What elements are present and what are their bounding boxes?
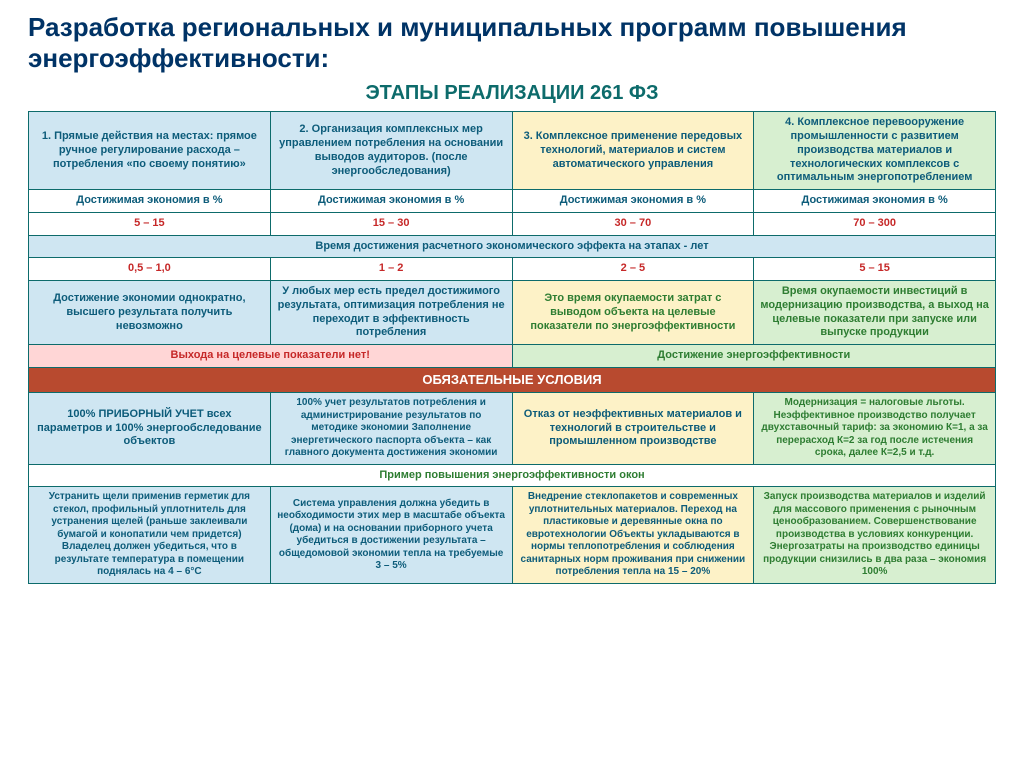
cond-4: Модернизация = налоговые льготы. Неэффек… (754, 393, 996, 465)
table-row: 5 – 15 15 – 30 30 – 70 70 – 300 (29, 212, 996, 235)
economy-label-4: Достижимая экономия в % (754, 190, 996, 213)
stages-table: 1. Прямые действия на местах: прямое руч… (28, 111, 996, 584)
time-header: Время достижения расчетного экономическо… (29, 235, 996, 258)
cond-3: Отказ от неэффективных материалов и техн… (512, 393, 754, 465)
table-row: Достижение экономии однократно, высшего … (29, 281, 996, 345)
stage-header-3: 3. Комплексное применение передовых техн… (512, 112, 754, 190)
table-row: Устранить щели применив герметик для сте… (29, 487, 996, 584)
table-row: Достижимая экономия в % Достижимая эконо… (29, 190, 996, 213)
economy-label-1: Достижимая экономия в % (29, 190, 271, 213)
stage-header-1: 1. Прямые действия на местах: прямое руч… (29, 112, 271, 190)
economy-val-4: 70 – 300 (754, 212, 996, 235)
table-row: 1. Прямые действия на местах: прямое руч… (29, 112, 996, 190)
desc-1: Достижение экономии однократно, высшего … (29, 281, 271, 345)
economy-label-2: Достижимая экономия в % (270, 190, 512, 213)
mandatory-header: ОБЯЗАТЕЛЬНЫЕ УСЛОВИЯ (29, 367, 996, 392)
economy-val-1: 5 – 15 (29, 212, 271, 235)
table-row: ОБЯЗАТЕЛЬНЫЕ УСЛОВИЯ (29, 367, 996, 392)
page-subtitle: ЭТАПЫ РЕАЛИЗАЦИИ 261 ФЗ (28, 82, 996, 105)
stage-header-4: 4. Комплексное перевооружение промышленн… (754, 112, 996, 190)
stage-header-2: 2. Организация комплексных мер управлени… (270, 112, 512, 190)
time-val-4: 5 – 15 (754, 258, 996, 281)
economy-val-3: 30 – 70 (512, 212, 754, 235)
desc-2: У любых мер есть предел достижимого резу… (270, 281, 512, 345)
table-row: Выхода на целевые показатели нет! Достиж… (29, 345, 996, 368)
example-3: Внедрение стеклопакетов и современных уп… (512, 487, 754, 584)
table-row: 100% ПРИБОРНЫЙ УЧЕТ всех параметров и 10… (29, 393, 996, 465)
example-4: Запуск производства материалов и изделий… (754, 487, 996, 584)
table-row: Время достижения расчетного экономическо… (29, 235, 996, 258)
time-val-1: 0,5 – 1,0 (29, 258, 271, 281)
no-target: Выхода на целевые показатели нет! (29, 345, 513, 368)
example-2: Система управления должна убедить в необ… (270, 487, 512, 584)
cond-1: 100% ПРИБОРНЫЙ УЧЕТ всех параметров и 10… (29, 393, 271, 465)
page-title: Разработка региональных и муниципальных … (28, 12, 996, 74)
table-row: Пример повышения энергоэффективности око… (29, 464, 996, 487)
time-val-3: 2 – 5 (512, 258, 754, 281)
table-row: 0,5 – 1,0 1 – 2 2 – 5 5 – 15 (29, 258, 996, 281)
desc-4: Время окупаемости инвестиций в модерниза… (754, 281, 996, 345)
time-val-2: 1 – 2 (270, 258, 512, 281)
example-1: Устранить щели применив герметик для сте… (29, 487, 271, 584)
economy-label-3: Достижимая экономия в % (512, 190, 754, 213)
desc-3: Это время окупаемости затрат с выводом о… (512, 281, 754, 345)
target-ok: Достижение энергоэффективности (512, 345, 996, 368)
economy-val-2: 15 – 30 (270, 212, 512, 235)
cond-2: 100% учет результатов потребления и адми… (270, 393, 512, 465)
example-header: Пример повышения энергоэффективности око… (29, 464, 996, 487)
